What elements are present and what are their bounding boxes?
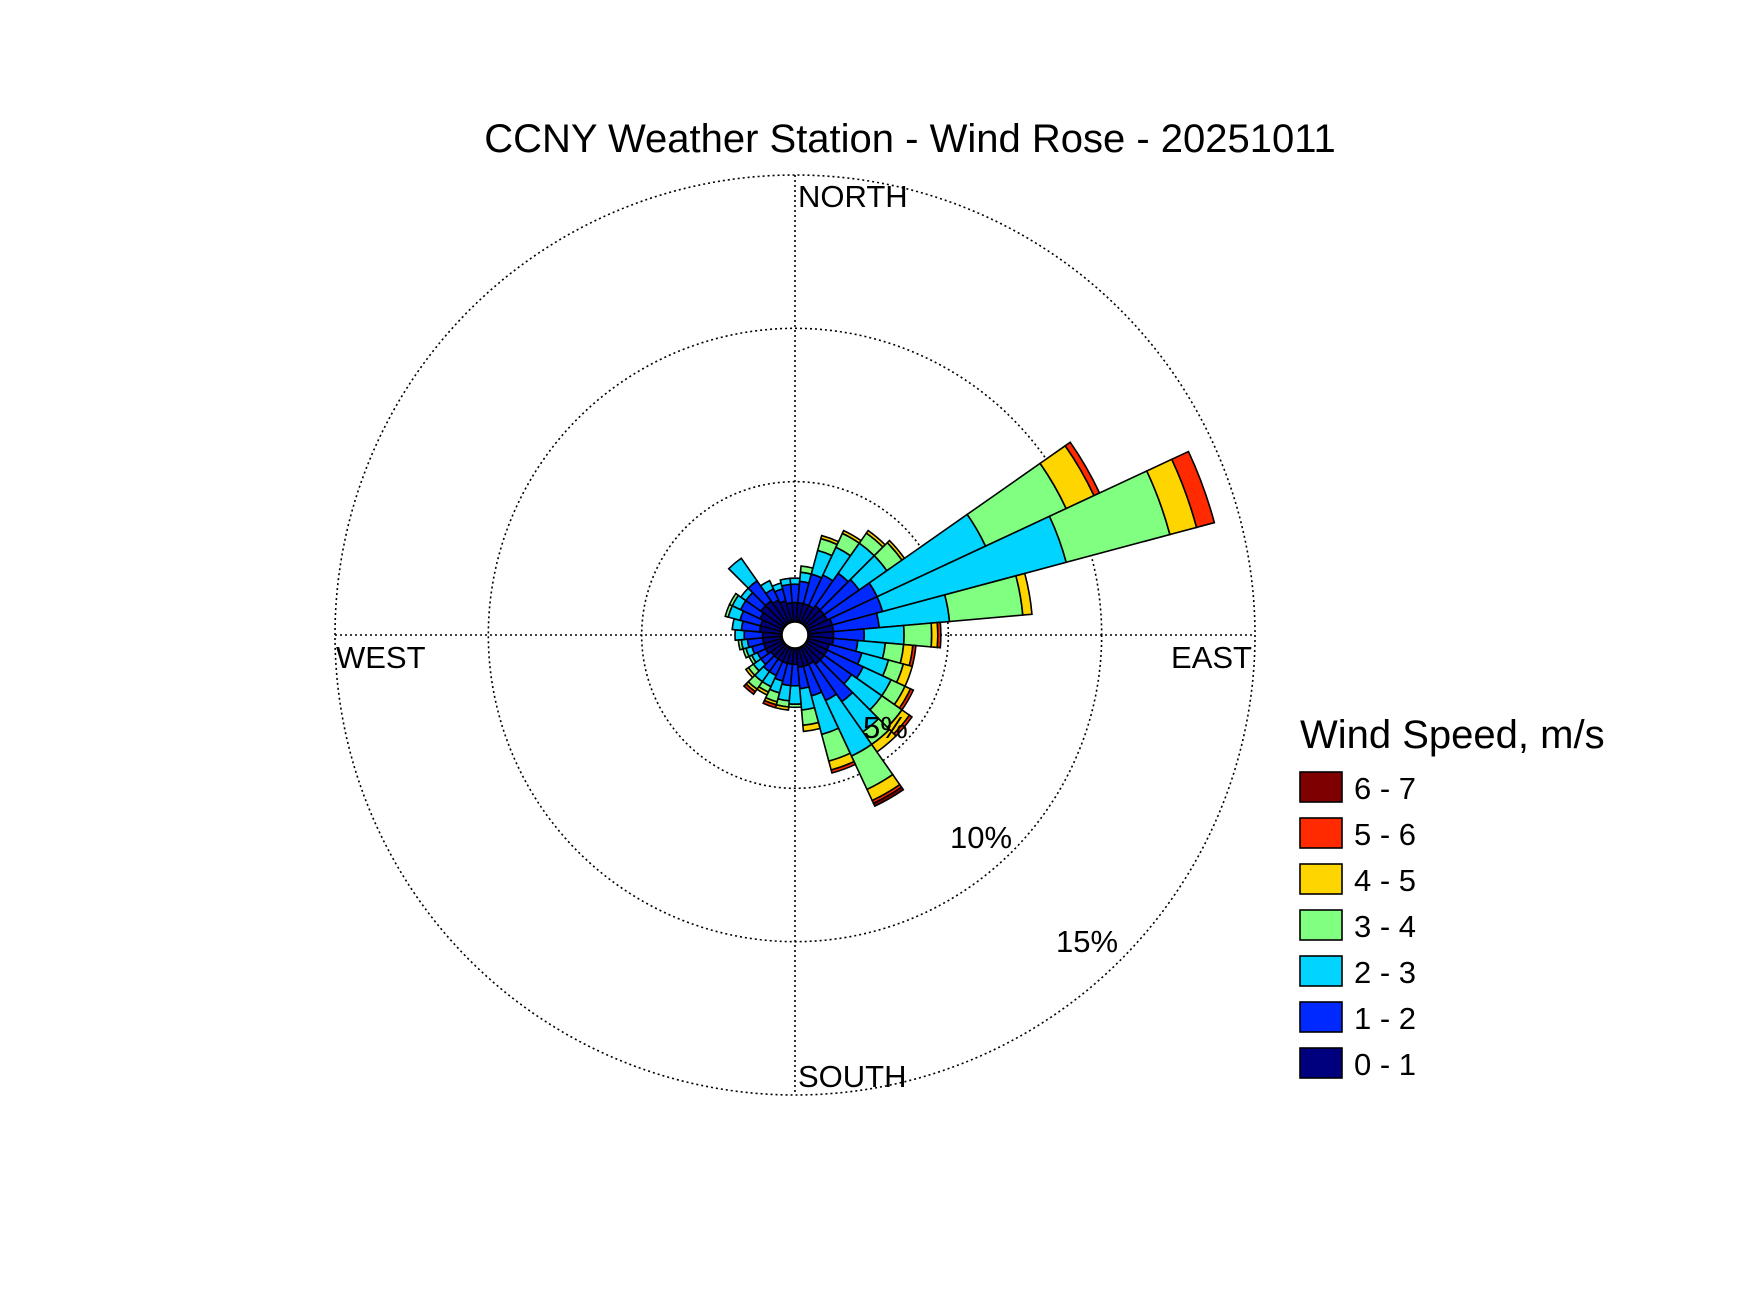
legend-swatch-2: [1299, 863, 1343, 895]
legend-label-1: 5 - 6: [1354, 817, 1416, 852]
ring-label-10: 10%: [950, 820, 1012, 855]
legend-label-4: 2 - 3: [1354, 955, 1416, 990]
petal-260deg-bin-3: [737, 638, 744, 651]
wind-rose-petals: [724, 441, 1216, 808]
petal-320deg-bin-2: [727, 557, 759, 590]
petal-200deg-bin-5: [762, 699, 778, 709]
chart-title: CCNY Weather Station - Wind Rose - 20251…: [484, 117, 1336, 161]
petal-0deg-bin-2: [789, 577, 801, 586]
legend-label-3: 3 - 4: [1354, 909, 1416, 944]
legend-swatch-6: [1299, 1047, 1343, 1079]
petal-180deg-bin-3: [787, 703, 803, 709]
label-south: SOUTH: [798, 1059, 907, 1094]
ring-label-5: 5%: [863, 710, 908, 745]
petal-230deg-bin-4: [744, 666, 756, 679]
petal-160deg-bin-5: [830, 760, 857, 774]
ring-5: [640, 480, 950, 790]
ring-10: [487, 327, 1103, 943]
ring-15: [334, 174, 1256, 1096]
petal-80deg-bin-4: [1014, 572, 1033, 616]
legend-label-5: 1 - 2: [1354, 1001, 1416, 1036]
petal-220deg-bin-5: [742, 682, 757, 696]
petal-90deg-bin-5: [936, 621, 942, 649]
legend-label-2: 4 - 5: [1354, 863, 1416, 898]
label-north: NORTH: [798, 179, 908, 214]
ring-label-15: 15%: [1056, 924, 1118, 959]
legend-items: 6 - 7 5 - 6 4 - 5 3 - 4 2 - 3 1 - 2 0 - 1: [1299, 771, 1416, 1082]
legend: Wind Speed, m/s 6 - 7 5 - 6 4 - 5 3 - 4 2 - …: [1299, 713, 1605, 1082]
legend-label-0: 6 - 7: [1354, 771, 1416, 806]
petal-350deg-bin-2: [779, 577, 792, 587]
legend-swatch-1: [1299, 817, 1343, 849]
legend-swatch-5: [1299, 1001, 1343, 1033]
petal-300deg-bin-3: [728, 592, 740, 607]
label-west: WEST: [336, 640, 426, 675]
petal-170deg-bin-4: [802, 721, 822, 733]
petal-330deg-bin-2: [759, 579, 775, 595]
calm-center: [781, 621, 809, 649]
legend-swatch-3: [1299, 909, 1343, 941]
legend-swatch-4: [1299, 955, 1343, 987]
petal-90deg-bin-3: [902, 622, 933, 648]
petal-270deg-bin-2: [734, 628, 746, 642]
label-east: EAST: [1171, 640, 1252, 675]
legend-title: Wind Speed, m/s: [1300, 713, 1605, 757]
legend-swatch-0: [1299, 771, 1343, 803]
petal-150deg-bin-6: [872, 786, 905, 808]
petal-70deg-bin-5: [1170, 450, 1216, 529]
legend-label-6: 0 - 1: [1354, 1047, 1416, 1082]
